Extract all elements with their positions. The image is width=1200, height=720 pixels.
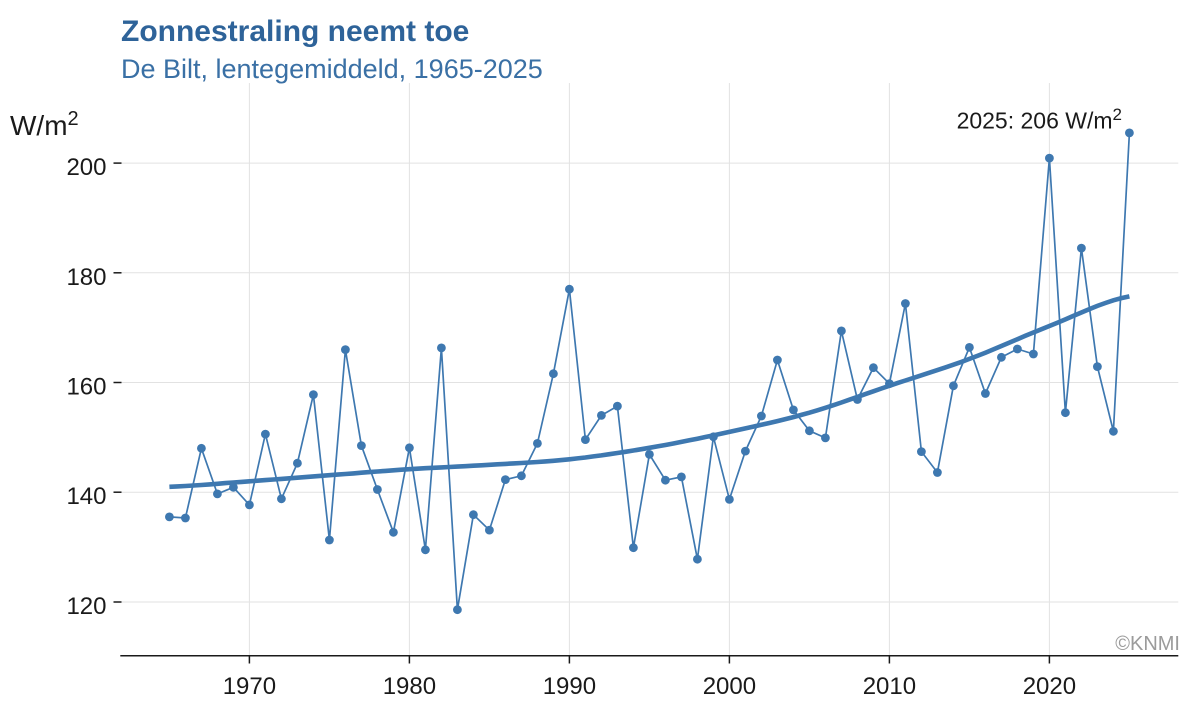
svg-text:©KNMI: ©KNMI bbox=[1115, 633, 1180, 655]
svg-text:Zonnestraling neemt toe: Zonnestraling neemt toe bbox=[121, 15, 469, 48]
svg-text:2020: 2020 bbox=[1023, 673, 1076, 700]
svg-text:2000: 2000 bbox=[703, 673, 756, 700]
svg-text:1970: 1970 bbox=[223, 673, 276, 700]
svg-text:2010: 2010 bbox=[863, 673, 916, 700]
svg-text:160: 160 bbox=[66, 374, 106, 401]
svg-text:120: 120 bbox=[66, 593, 106, 620]
svg-text:De Bilt, lentegemiddeld, 1965-: De Bilt, lentegemiddeld, 1965-2025 bbox=[121, 54, 543, 84]
svg-text:200: 200 bbox=[66, 154, 106, 181]
svg-text:2025: 206 W/m2: 2025: 206 W/m2 bbox=[957, 105, 1122, 134]
svg-text:1990: 1990 bbox=[543, 673, 596, 700]
svg-text:W/m2: W/m2 bbox=[10, 108, 79, 141]
svg-text:180: 180 bbox=[66, 264, 106, 291]
svg-text:140: 140 bbox=[66, 483, 106, 510]
svg-text:1980: 1980 bbox=[383, 673, 436, 700]
